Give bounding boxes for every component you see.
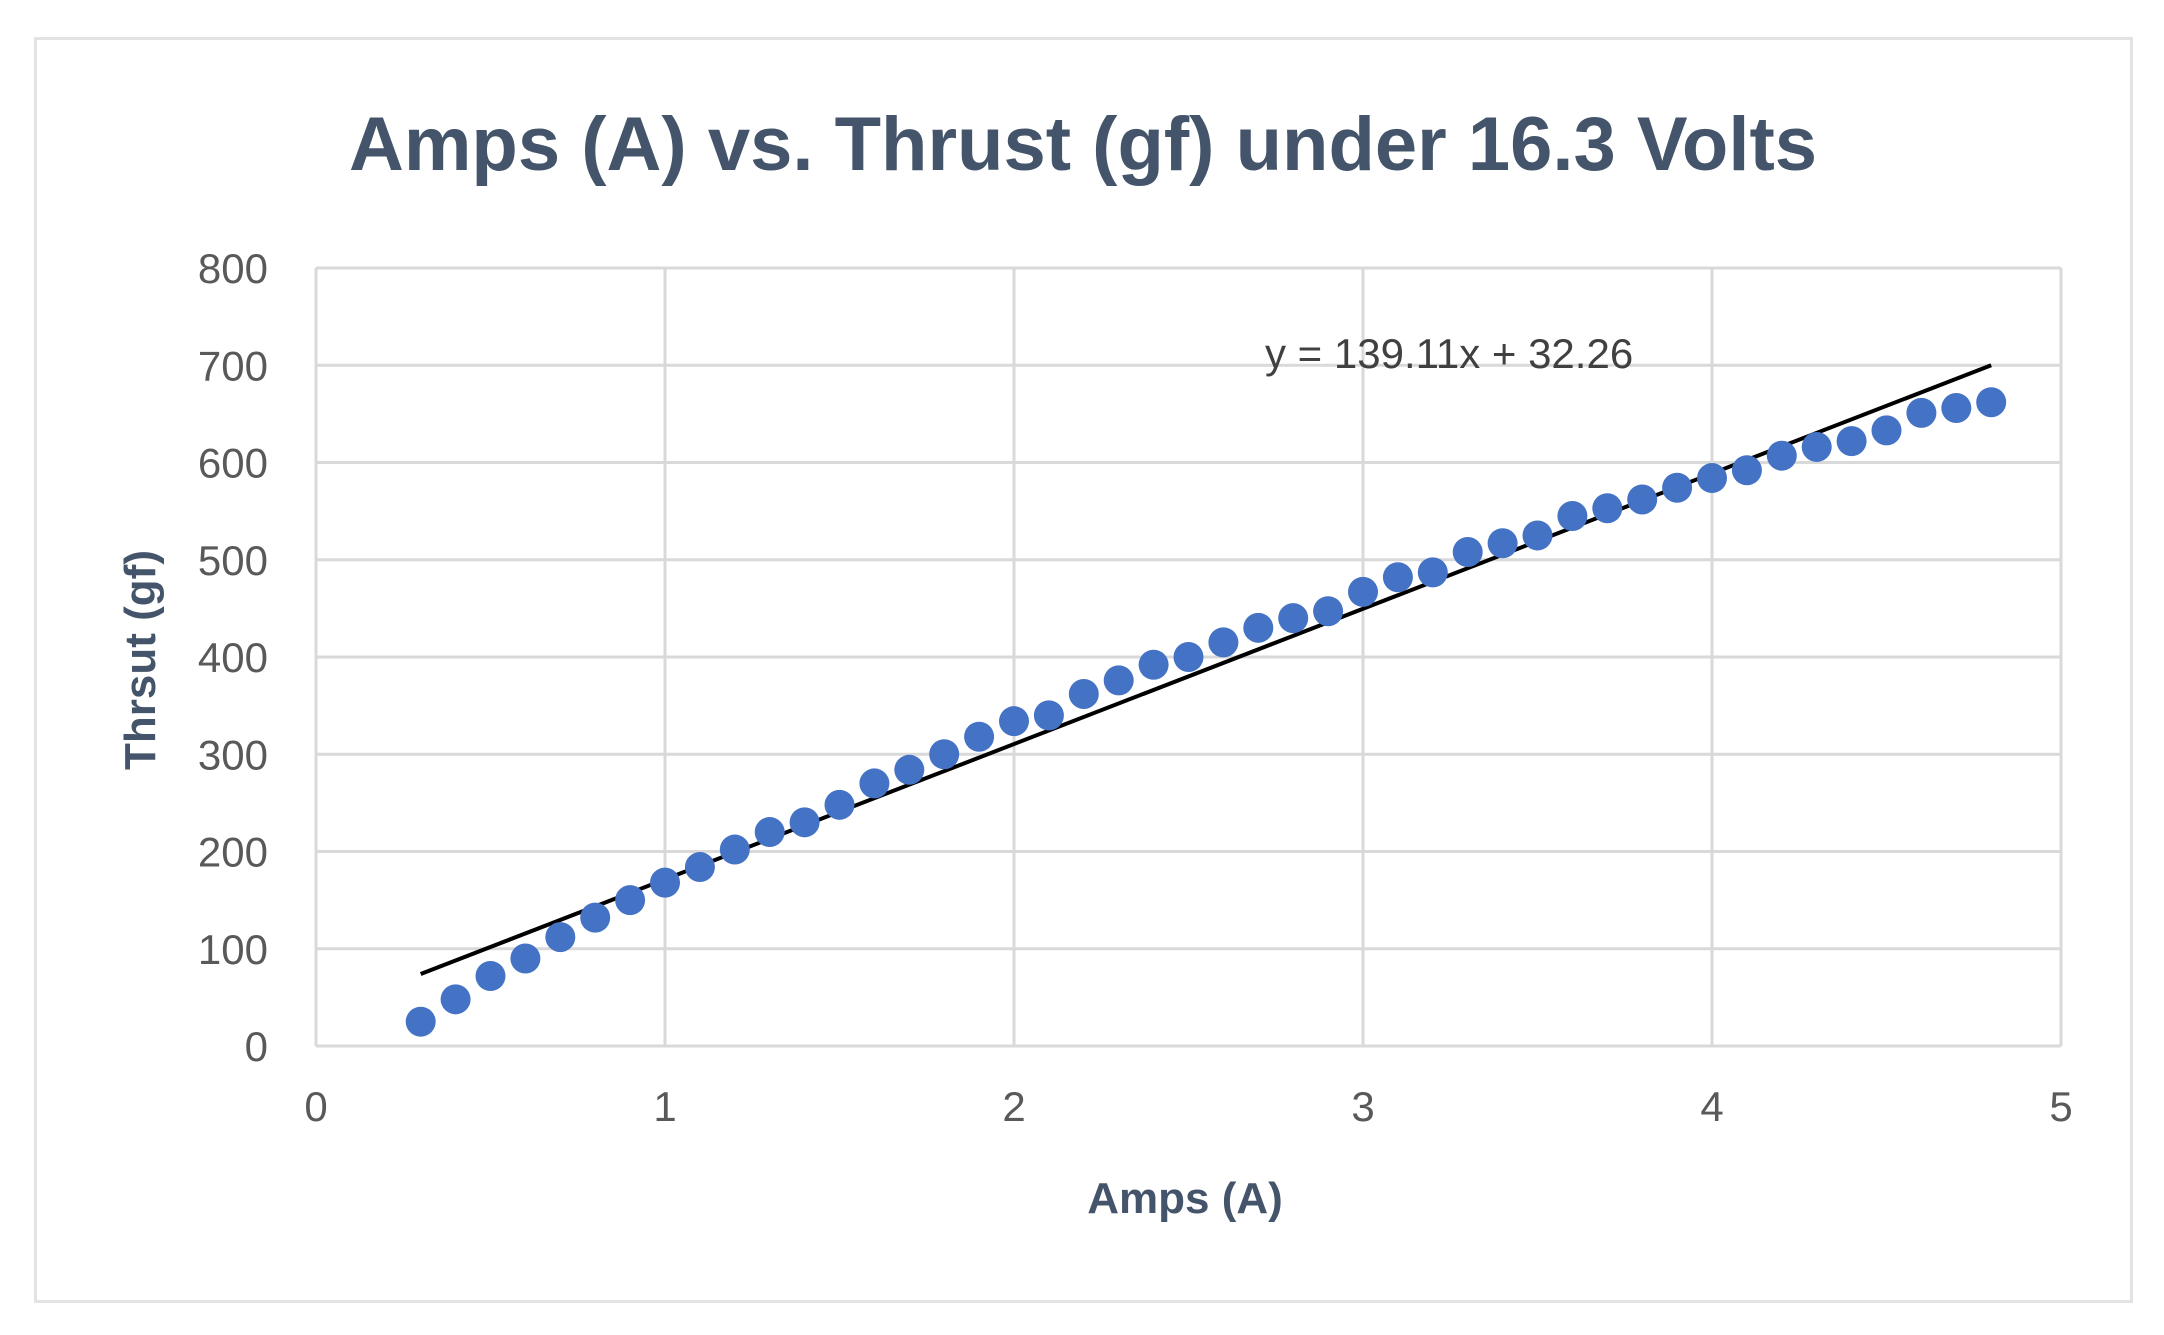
data-point <box>929 739 960 770</box>
trendline <box>419 363 1992 976</box>
data-point <box>1906 397 1937 428</box>
data-point <box>1627 484 1658 515</box>
y-tick-label-6: 600 <box>198 440 268 487</box>
data-point <box>615 885 646 916</box>
data-point <box>1348 576 1378 607</box>
data-point <box>1208 627 1239 658</box>
data-point <box>1697 463 1727 494</box>
data-point <box>545 922 576 953</box>
data-point <box>964 721 995 752</box>
y-tick-label-3: 300 <box>198 731 268 778</box>
chart-title: Amps (A) vs. Thrust (gf) under 16.3 Volt… <box>349 102 1817 187</box>
data-point <box>650 867 680 898</box>
data-point <box>1522 520 1553 551</box>
data-point <box>1836 426 1867 457</box>
data-point <box>1452 536 1483 567</box>
data-point <box>1976 387 2007 418</box>
data-point <box>859 768 890 799</box>
data-point <box>1487 528 1518 559</box>
data-point <box>719 834 750 865</box>
y-tick-label-8: 800 <box>198 245 268 292</box>
data-point <box>510 943 541 974</box>
data-point <box>1173 642 1204 672</box>
data-point <box>999 706 1029 737</box>
chart-frame <box>34 37 2133 1303</box>
data-point <box>580 902 611 933</box>
y-tick-label-0: 0 <box>245 1023 268 1070</box>
data-point <box>1068 678 1099 709</box>
x-tick-label-1: 1 <box>653 1083 676 1130</box>
data-point <box>1662 472 1693 503</box>
trendline-equation: y = 139.11x + 32.26 <box>1265 330 1633 377</box>
data-point <box>1592 493 1623 524</box>
data-point <box>1103 665 1134 696</box>
x-tick-label-5: 5 <box>2049 1083 2072 1130</box>
data-point <box>405 1006 436 1037</box>
data-point <box>1557 500 1588 531</box>
data-point <box>1278 603 1309 634</box>
data-point <box>1033 700 1064 731</box>
data-point <box>789 807 820 838</box>
data-point <box>1766 440 1797 471</box>
data-points <box>405 387 2007 1037</box>
data-point <box>684 852 715 883</box>
data-point <box>1382 562 1413 593</box>
y-tick-label-4: 400 <box>198 634 268 681</box>
y-tick-label-7: 700 <box>198 342 268 389</box>
y-tick-label-5: 500 <box>198 537 268 584</box>
x-tick-label-3: 3 <box>1351 1083 1374 1130</box>
data-point <box>754 817 785 848</box>
data-point <box>1417 557 1448 588</box>
x-axis-title: Amps (A) <box>1087 1174 1283 1223</box>
data-point <box>1941 393 1972 424</box>
y-tick-label-2: 200 <box>198 829 268 876</box>
data-point <box>1138 649 1169 680</box>
y-tick-label-1: 100 <box>198 926 268 973</box>
tick-labels: 0 100 200 300 400 500 600 700 800 0 1 2 3 4 5 <box>198 245 2073 1130</box>
x-tick-label-2: 2 <box>1002 1083 1025 1130</box>
data-point <box>1243 612 1274 643</box>
data-point <box>440 984 471 1015</box>
data-point <box>824 789 855 820</box>
data-point <box>475 960 506 991</box>
data-point <box>1871 415 1902 446</box>
data-point <box>1313 596 1344 627</box>
x-tick-label-0: 0 <box>304 1083 327 1130</box>
y-axis-title: Thrsut (gf) <box>116 550 165 770</box>
data-point <box>894 754 925 785</box>
trendline-segment <box>419 363 1992 976</box>
x-tick-label-4: 4 <box>1700 1083 1723 1130</box>
data-point <box>1801 431 1832 462</box>
data-point <box>1731 455 1762 486</box>
